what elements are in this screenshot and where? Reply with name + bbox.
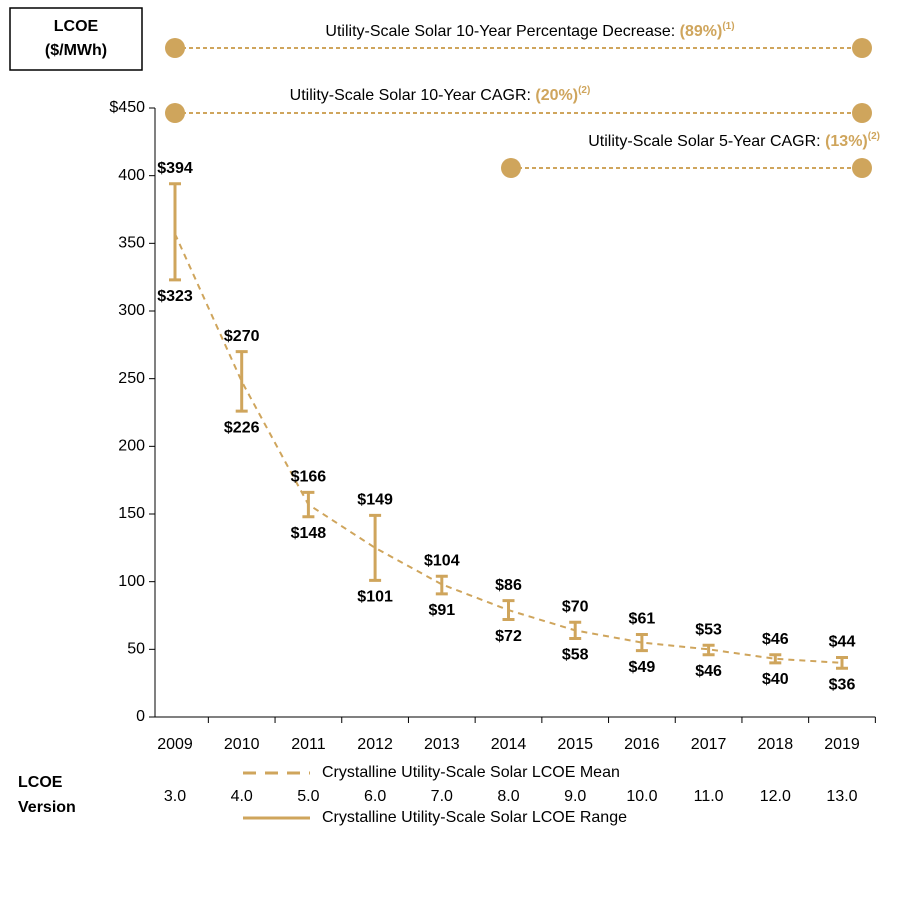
y-label-box — [9, 7, 143, 71]
low-label: $101 — [357, 589, 393, 606]
version-label: 10.0 — [626, 788, 657, 805]
annotation-note: (2) — [868, 131, 880, 142]
x-tick-label: 2015 — [557, 736, 593, 753]
y-tick-label: 0 — [136, 708, 145, 725]
version-label: 7.0 — [431, 788, 453, 805]
x-tick-label: 2011 — [291, 736, 326, 753]
annotation: Utility-Scale Solar 5-Year CAGR: (13%)(2… — [588, 131, 880, 151]
version-label: 3.0 — [164, 788, 186, 805]
high-label: $166 — [291, 469, 327, 486]
x-tick-label: 2019 — [824, 736, 860, 753]
range-bar — [569, 620, 582, 641]
x-tick-label: 2013 — [424, 736, 460, 753]
version-label: 9.0 — [564, 788, 586, 805]
annotation-value: (20%) — [535, 87, 578, 104]
range-bar — [635, 632, 648, 653]
annotation-dot — [165, 103, 185, 123]
y-tick-label: 100 — [118, 573, 145, 590]
y-tick-label: 200 — [118, 438, 145, 455]
range-bar — [769, 653, 782, 665]
y-tick-label: 50 — [127, 641, 145, 658]
high-label: $270 — [224, 328, 260, 345]
annotation-text: Utility-Scale Solar 10-Year CAGR: — [290, 87, 536, 104]
range-bar — [435, 574, 448, 596]
high-label: $86 — [495, 577, 522, 594]
range-bar — [702, 643, 715, 657]
row-label: Version — [18, 799, 76, 816]
y-tick-label: 300 — [118, 302, 145, 319]
mean-line — [174, 233, 843, 664]
high-label: $394 — [157, 160, 193, 177]
annotation-dot — [165, 38, 185, 58]
range-bar — [369, 513, 382, 582]
version-label: 5.0 — [297, 788, 319, 805]
range-bar — [169, 182, 181, 282]
high-label: $61 — [629, 611, 656, 628]
low-label: $58 — [562, 647, 589, 664]
low-label: $323 — [157, 288, 193, 305]
annotation-value: (89%) — [680, 23, 723, 40]
low-label: $91 — [428, 602, 455, 619]
y-tick-label: 400 — [118, 167, 145, 184]
y-tick-label: 250 — [118, 370, 145, 387]
row-label: LCOE — [18, 774, 63, 791]
low-label: $36 — [829, 676, 856, 693]
version-label: 12.0 — [760, 788, 791, 805]
x-tick-label: 2016 — [624, 736, 660, 753]
version-label: 8.0 — [497, 788, 519, 805]
annotation-dot — [852, 103, 872, 123]
annotation: Utility-Scale Solar 10-Year CAGR: (20%)(… — [290, 85, 591, 105]
annotation-text: Utility-Scale Solar 10-Year Percentage D… — [325, 23, 679, 40]
y-tick-label: 150 — [118, 505, 145, 522]
y-label: ($/MWh) — [45, 42, 107, 59]
annotation-dot — [852, 38, 872, 58]
range-bar — [502, 599, 515, 622]
x-tick-label: 2010 — [224, 736, 260, 753]
y-tick-label: $450 — [109, 99, 145, 116]
legend-label: Crystalline Utility-Scale Solar LCOE Mea… — [322, 764, 620, 781]
annotation-note: (2) — [578, 85, 590, 96]
x-tick-label: 2018 — [758, 736, 794, 753]
high-label: $70 — [562, 598, 589, 615]
x-tick-label: 2012 — [357, 736, 393, 753]
version-label: 13.0 — [826, 788, 857, 805]
legend-label: Crystalline Utility-Scale Solar LCOE Ran… — [322, 809, 627, 826]
high-label: $104 — [424, 552, 460, 569]
low-label: $49 — [629, 659, 656, 676]
high-label: $46 — [762, 631, 789, 648]
x-tick-label: 2014 — [491, 736, 527, 753]
annotation-dot — [852, 158, 872, 178]
version-label: 4.0 — [231, 788, 253, 805]
low-label: $72 — [495, 628, 522, 645]
range-bar — [836, 655, 848, 670]
version-label: 11.0 — [694, 788, 724, 805]
low-label: $40 — [762, 671, 789, 688]
range-bar — [302, 490, 315, 519]
annotation-dot — [501, 158, 521, 178]
y-label: LCOE — [54, 18, 99, 35]
x-tick-label: 2009 — [157, 736, 193, 753]
annotation-note: (1) — [722, 21, 734, 32]
annotation-text: Utility-Scale Solar 5-Year CAGR: — [588, 133, 825, 150]
high-label: $44 — [829, 634, 856, 651]
annotation: Utility-Scale Solar 10-Year Percentage D… — [325, 21, 734, 41]
range-bar — [235, 350, 248, 413]
low-label: $226 — [224, 419, 260, 436]
low-label: $46 — [695, 663, 722, 680]
high-label: $53 — [695, 621, 722, 638]
x-tick-label: 2017 — [691, 736, 727, 753]
annotation-value: (13%) — [825, 133, 868, 150]
y-tick-label: 350 — [118, 235, 145, 252]
version-label: 6.0 — [364, 788, 386, 805]
high-label: $149 — [357, 492, 393, 509]
low-label: $148 — [291, 525, 327, 542]
